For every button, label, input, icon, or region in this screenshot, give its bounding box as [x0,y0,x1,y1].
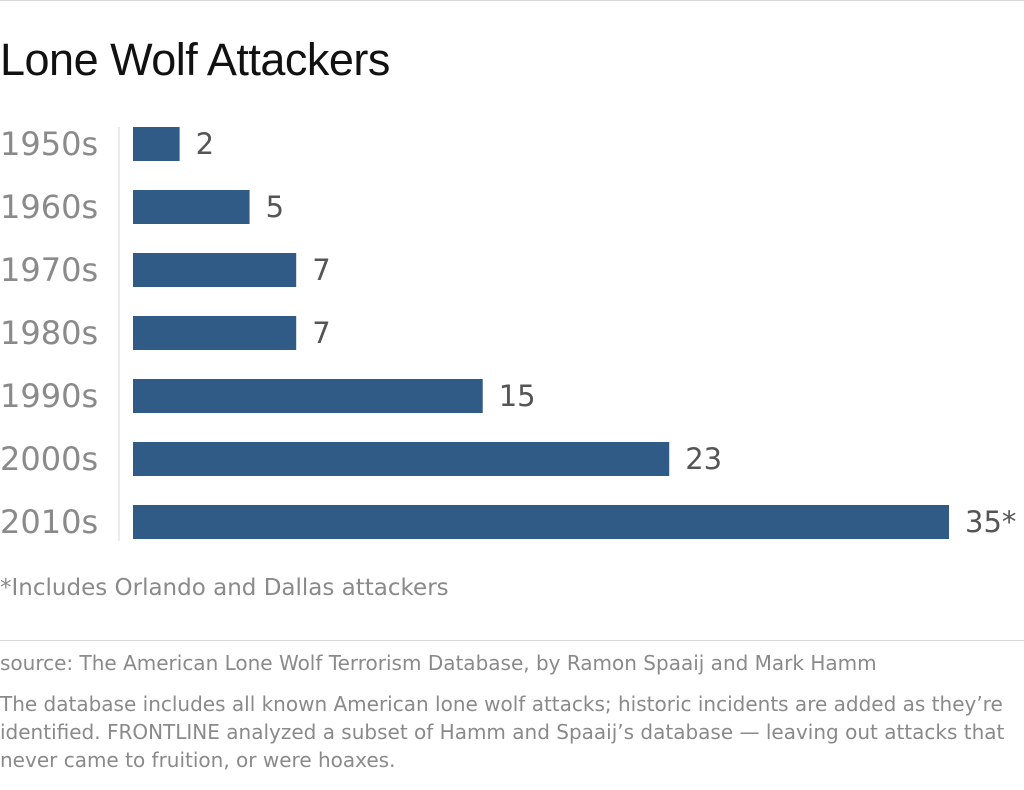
category-label: 1960s [0,188,98,226]
category-label: 1970s [0,251,98,289]
category-label: 1950s [0,125,98,163]
value-label: 35* [965,505,1016,539]
bar [133,379,483,413]
divider [0,640,1024,641]
category-label: 1980s [0,314,98,352]
chart-title: Lone Wolf Attackers [0,34,390,85]
bar [133,316,297,350]
methodology-note: The database includes all known American… [0,692,1005,772]
bar [133,253,297,287]
bar [133,442,670,476]
category-label: 1990s [0,377,98,415]
value-label: 23 [685,442,722,476]
bar [133,190,250,224]
bar [133,127,180,161]
category-label: 2010s [0,503,98,541]
top-rule [0,0,1024,1]
value-label: 2 [196,127,214,161]
bar-chart: 1950s 2 1960s 5 1970s 7 1980s 7 1990s 15 2000s 23 20… [0,125,1016,541]
value-label: 7 [312,316,330,350]
bar [133,505,949,539]
footnote: *Includes Orlando and Dallas attackers [0,575,449,601]
value-label: 5 [266,190,284,224]
category-label: 2000s [0,440,98,478]
value-label: 7 [312,253,330,287]
source-line: source: The American Lone Wolf Terrorism… [0,651,877,675]
value-label: 15 [499,379,536,413]
